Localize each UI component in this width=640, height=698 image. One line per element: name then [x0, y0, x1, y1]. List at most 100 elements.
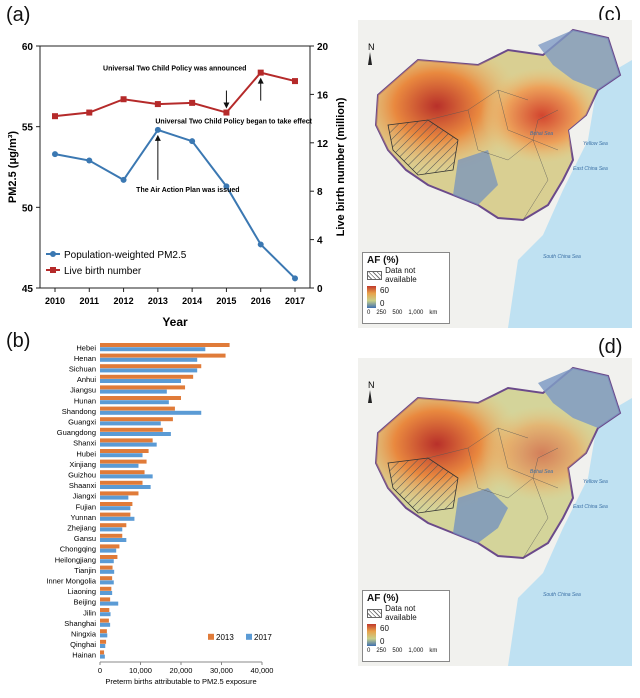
place-yellow-sea: Yellow Sea	[583, 479, 608, 485]
colorbar	[367, 624, 376, 646]
bar	[100, 650, 105, 655]
bar	[100, 343, 230, 347]
scale-unit: km	[429, 648, 438, 654]
place-south-sea: South China Sea	[543, 254, 581, 260]
bar	[100, 463, 139, 468]
data-point	[52, 151, 58, 158]
category-label: Hainan	[72, 651, 96, 660]
category-label: Inner Mongolia	[46, 577, 96, 586]
legend-marker	[50, 251, 56, 257]
data-point	[154, 126, 161, 133]
bar	[100, 618, 109, 623]
bar	[100, 474, 153, 479]
bar	[100, 538, 127, 542]
arrow-head-icon	[257, 77, 264, 84]
category-label: Shanxi	[73, 439, 96, 448]
category-label: Ningxia	[71, 630, 97, 639]
category-label: Chongqing	[60, 545, 96, 554]
y-right-tick-label: 20	[317, 42, 329, 53]
category-label: Hebei	[76, 343, 96, 352]
data-point	[189, 99, 196, 106]
north-arrow-icon	[368, 390, 372, 403]
y-left-tick-label: 45	[22, 284, 34, 295]
southwest-low	[453, 150, 498, 205]
bar	[100, 629, 107, 634]
northeast-low	[538, 30, 620, 90]
x-tick-label: 2017	[285, 296, 305, 306]
bar	[100, 601, 119, 606]
scale-label: 0	[367, 648, 371, 654]
bar	[100, 427, 163, 432]
data-point	[52, 113, 58, 120]
scale-label: 250	[376, 648, 387, 654]
scale-label: 500	[392, 648, 403, 654]
bar	[100, 512, 131, 517]
bar	[100, 400, 169, 405]
map-d: N Bohai Sea East China Sea South China S…	[358, 358, 632, 666]
category-label: Xinjiang	[69, 460, 96, 469]
y-right-axis-title: Live birth number (million)	[335, 97, 347, 236]
category-label: Sichuan	[69, 365, 96, 374]
panel-label-d: (d)	[598, 336, 623, 358]
legend-label: Live birth number	[64, 266, 142, 277]
place-south-sea: South China Sea	[543, 592, 581, 598]
legend-marker	[50, 267, 56, 273]
data-point	[120, 96, 127, 103]
bar	[100, 442, 157, 447]
bar	[100, 421, 161, 426]
data-point	[120, 176, 127, 183]
na-label: Data not available	[385, 266, 417, 284]
y-right-tick-label: 0	[317, 284, 323, 295]
category-label: Guangdong	[57, 428, 96, 437]
bar	[100, 470, 145, 475]
category-label: Guizhou	[68, 471, 96, 480]
x-axis-title: Year	[162, 315, 188, 329]
arrow-head-icon	[154, 134, 161, 141]
x-tick-label: 2010	[45, 296, 65, 306]
y-right-tick-label: 8	[317, 187, 323, 198]
north-arrow: N	[368, 380, 375, 390]
category-label: Shandong	[62, 407, 96, 416]
bar	[100, 396, 181, 400]
y-left-tick-label: 55	[22, 123, 34, 134]
bar	[100, 644, 106, 648]
data-point	[86, 157, 93, 164]
data-point	[257, 69, 264, 76]
bar	[100, 432, 171, 436]
bar	[100, 480, 143, 485]
category-label: Heilongjiang	[55, 555, 96, 564]
bar	[100, 379, 181, 383]
bar	[100, 622, 111, 627]
x-tick-label: 2011	[80, 296, 100, 306]
scale-unit: km	[429, 310, 438, 316]
category-label: Anhui	[77, 375, 97, 384]
plot-frame	[39, 45, 311, 289]
colorbar	[367, 286, 376, 308]
y-left-tick-label: 60	[22, 42, 34, 53]
legend-title: AF (%)	[367, 593, 399, 604]
y-right-tick-label: 12	[317, 139, 329, 150]
bar	[100, 639, 107, 644]
category-label: Yunnan	[71, 513, 96, 522]
annotation-effect: Universal Two Child Policy began to take…	[155, 119, 312, 126]
north-arrow: N	[368, 42, 375, 52]
series-line	[54, 71, 296, 118]
scale-min: 0	[380, 637, 385, 646]
x-tick-label: 2012	[114, 296, 134, 306]
category-label: Gansu	[74, 534, 96, 543]
data-point	[223, 183, 230, 190]
bar	[100, 417, 173, 422]
bar	[100, 385, 186, 390]
category-label: Hunan	[74, 396, 96, 405]
legend-swatch	[208, 633, 214, 640]
scale-label: 1,000	[408, 310, 424, 316]
color-scale: 60 0	[367, 624, 445, 646]
data-point	[292, 78, 298, 85]
bar	[100, 368, 198, 373]
category-label: Qinghai	[70, 640, 96, 649]
category-label: Beijing	[73, 598, 96, 607]
data-point	[292, 275, 298, 282]
category-label: Henan	[74, 354, 96, 363]
map-c: N Bohai Sea East China Sea South China S…	[358, 20, 632, 328]
legend-title: AF (%)	[367, 255, 399, 266]
